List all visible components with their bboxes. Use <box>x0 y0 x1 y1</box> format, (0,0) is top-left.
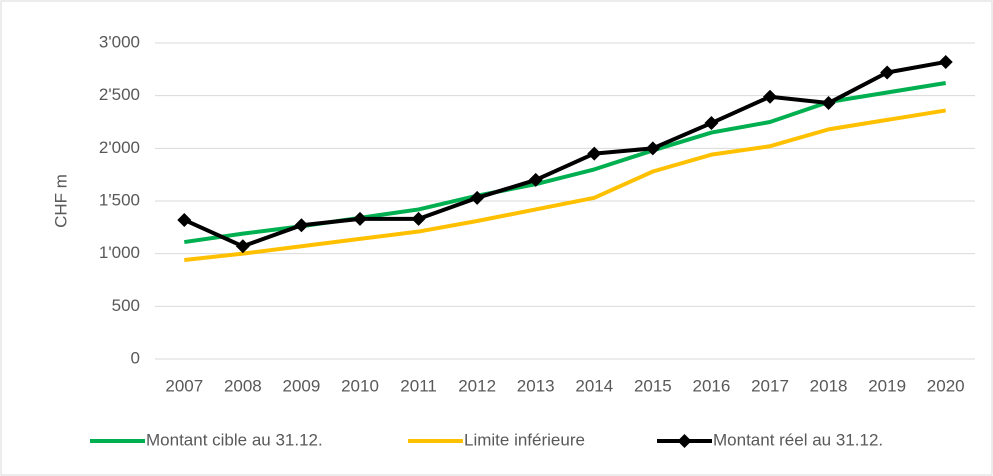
x-tick-label: 2013 <box>517 376 555 395</box>
x-tick-label: 2018 <box>810 376 848 395</box>
series-marker <box>704 116 719 131</box>
series-marker <box>938 54 953 69</box>
series-marker <box>645 141 660 156</box>
series-marker <box>528 172 543 187</box>
series-marker <box>353 211 367 226</box>
series-marker <box>587 146 602 161</box>
legend-label: Limite inférieure <box>464 430 585 449</box>
series-marker <box>235 239 250 254</box>
y-tick-label: 2'500 <box>99 85 140 104</box>
x-tick-label: 2017 <box>751 376 789 395</box>
x-tick-label: 2016 <box>693 376 731 395</box>
x-tick-label: 2008 <box>224 376 262 395</box>
x-tick-label: 2010 <box>341 376 379 395</box>
y-axis-label: CHF m <box>51 174 70 228</box>
y-tick-label: 1'000 <box>99 243 140 262</box>
y-tick-label: 3'000 <box>99 32 140 51</box>
x-tick-label: 2015 <box>634 376 672 395</box>
y-tick-label: 0 <box>131 348 140 367</box>
series-line <box>184 108 947 262</box>
series-marker <box>470 190 485 205</box>
x-tick-label: 2007 <box>165 376 203 395</box>
y-tick-label: 1'500 <box>99 190 140 209</box>
x-tick-label: 2014 <box>575 376 613 395</box>
series-marker <box>821 96 836 111</box>
x-tick-label: 2020 <box>927 376 965 395</box>
x-tick-label: 2009 <box>283 376 321 395</box>
legend-label: Montant cible au 31.12. <box>146 430 323 449</box>
series-marker <box>411 211 426 226</box>
series-marker <box>763 89 777 104</box>
x-tick-label: 2011 <box>400 376 437 395</box>
legend-marker <box>677 434 692 448</box>
legend-label: Montant réel au 31.12. <box>713 430 883 449</box>
series-marker <box>294 218 309 233</box>
y-tick-label: 500 <box>112 296 140 315</box>
y-tick-label: 2'000 <box>99 138 140 157</box>
x-tick-label: 2012 <box>458 376 496 395</box>
series-marker <box>177 212 192 227</box>
series-line <box>183 59 947 249</box>
x-tick-label: 2019 <box>868 376 906 395</box>
series-marker <box>880 65 895 80</box>
